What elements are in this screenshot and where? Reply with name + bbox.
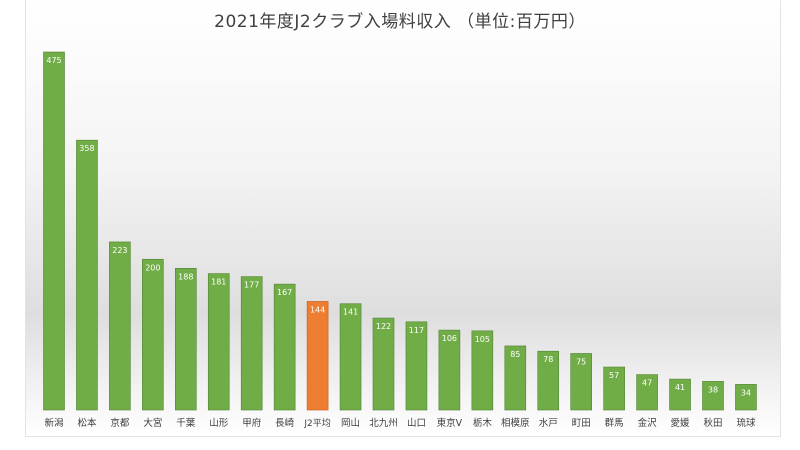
value-label-北九州: 122 bbox=[376, 322, 391, 331]
category-label-山口: 山口 bbox=[407, 418, 426, 429]
category-label-東京V: 東京V bbox=[437, 417, 463, 429]
category-label-甲府: 甲府 bbox=[242, 417, 262, 429]
value-label-水戸: 78 bbox=[543, 355, 553, 364]
bars-layer bbox=[43, 51, 757, 411]
value-label-千葉: 188 bbox=[178, 272, 193, 281]
chart-title: 2021年度J2クラブ入場料収入 （単位:百万円） bbox=[214, 12, 586, 32]
bar-岡山 bbox=[339, 303, 362, 411]
bar-相模原 bbox=[504, 345, 527, 411]
value-label-長崎: 167 bbox=[277, 288, 292, 297]
value-label-琉球: 34 bbox=[741, 388, 751, 397]
bar-千葉 bbox=[175, 268, 197, 411]
category-label-群馬: 群馬 bbox=[605, 417, 624, 429]
value-label-京都: 223 bbox=[112, 246, 127, 255]
value-label-新潟: 475 bbox=[46, 56, 61, 65]
bar-京都 bbox=[109, 241, 131, 411]
value-label-松本: 358 bbox=[79, 144, 94, 153]
bar-琉球 bbox=[735, 384, 757, 411]
category-label-新潟: 新潟 bbox=[44, 417, 63, 429]
value-label-愛媛: 41 bbox=[675, 383, 685, 392]
bar-金沢 bbox=[636, 374, 658, 411]
bar-北九州 bbox=[372, 317, 395, 411]
bar-大宮 bbox=[142, 258, 164, 411]
value-label-J2平均: 144 bbox=[310, 305, 325, 314]
value-labels-layer: 475 358 223 200 188 181 177 167 144 141 122 117 106 1… bbox=[46, 56, 751, 397]
category-label-町田: 町田 bbox=[572, 418, 591, 429]
value-label-東京V: 106 bbox=[442, 334, 457, 343]
value-label-大宮: 200 bbox=[145, 263, 160, 272]
category-label-相模原: 相模原 bbox=[501, 417, 530, 429]
category-label-岡山: 岡山 bbox=[341, 418, 360, 429]
value-label-相模原: 85 bbox=[510, 350, 520, 359]
bar-松本 bbox=[76, 139, 98, 411]
value-label-秋田: 38 bbox=[708, 385, 718, 394]
bar-長崎 bbox=[273, 283, 296, 411]
bar-新潟 bbox=[43, 51, 65, 411]
bar-秋田 bbox=[702, 381, 724, 411]
bar-栃木 bbox=[471, 330, 494, 411]
bar-群馬 bbox=[603, 366, 625, 411]
category-label-松本: 松本 bbox=[77, 417, 97, 429]
bar-町田 bbox=[570, 353, 593, 411]
value-label-栃木: 105 bbox=[475, 335, 490, 344]
value-label-町田: 75 bbox=[576, 357, 586, 366]
bar-甲府 bbox=[240, 276, 263, 411]
category-label-栃木: 栃木 bbox=[473, 417, 493, 429]
category-label-秋田: 秋田 bbox=[703, 417, 722, 429]
category-label-千葉: 千葉 bbox=[176, 417, 196, 429]
value-label-甲府: 177 bbox=[244, 281, 259, 290]
category-labels-layer: 新潟 松本 京都 大宮 千葉 山形 甲府 長崎 J2平均 岡山 北九州 山口 東京V 栃木 相模原 水戸 町田 群… bbox=[44, 417, 755, 429]
category-label-長崎: 長崎 bbox=[275, 417, 295, 429]
category-label-水戸: 水戸 bbox=[539, 417, 558, 429]
bar-東京V bbox=[438, 329, 461, 411]
category-label-琉球: 琉球 bbox=[736, 417, 756, 429]
bar-愛媛 bbox=[669, 378, 691, 411]
category-label-北九州: 北九州 bbox=[369, 417, 398, 429]
bar-J2平均 bbox=[306, 301, 329, 411]
category-label-J2平均: J2平均 bbox=[303, 417, 330, 429]
bar-山形 bbox=[207, 273, 230, 411]
category-label-京都: 京都 bbox=[110, 417, 130, 429]
category-label-大宮: 大宮 bbox=[143, 417, 162, 429]
value-label-岡山: 141 bbox=[343, 308, 358, 317]
category-label-山形: 山形 bbox=[209, 417, 229, 429]
value-label-金沢: 47 bbox=[642, 379, 652, 388]
value-label-山口: 117 bbox=[409, 326, 424, 335]
category-label-金沢: 金沢 bbox=[638, 417, 658, 429]
value-label-群馬: 57 bbox=[609, 371, 619, 380]
bar-山口 bbox=[405, 321, 428, 411]
bar-水戸 bbox=[537, 350, 560, 411]
category-label-愛媛: 愛媛 bbox=[671, 417, 691, 429]
value-label-山形: 181 bbox=[211, 278, 226, 287]
